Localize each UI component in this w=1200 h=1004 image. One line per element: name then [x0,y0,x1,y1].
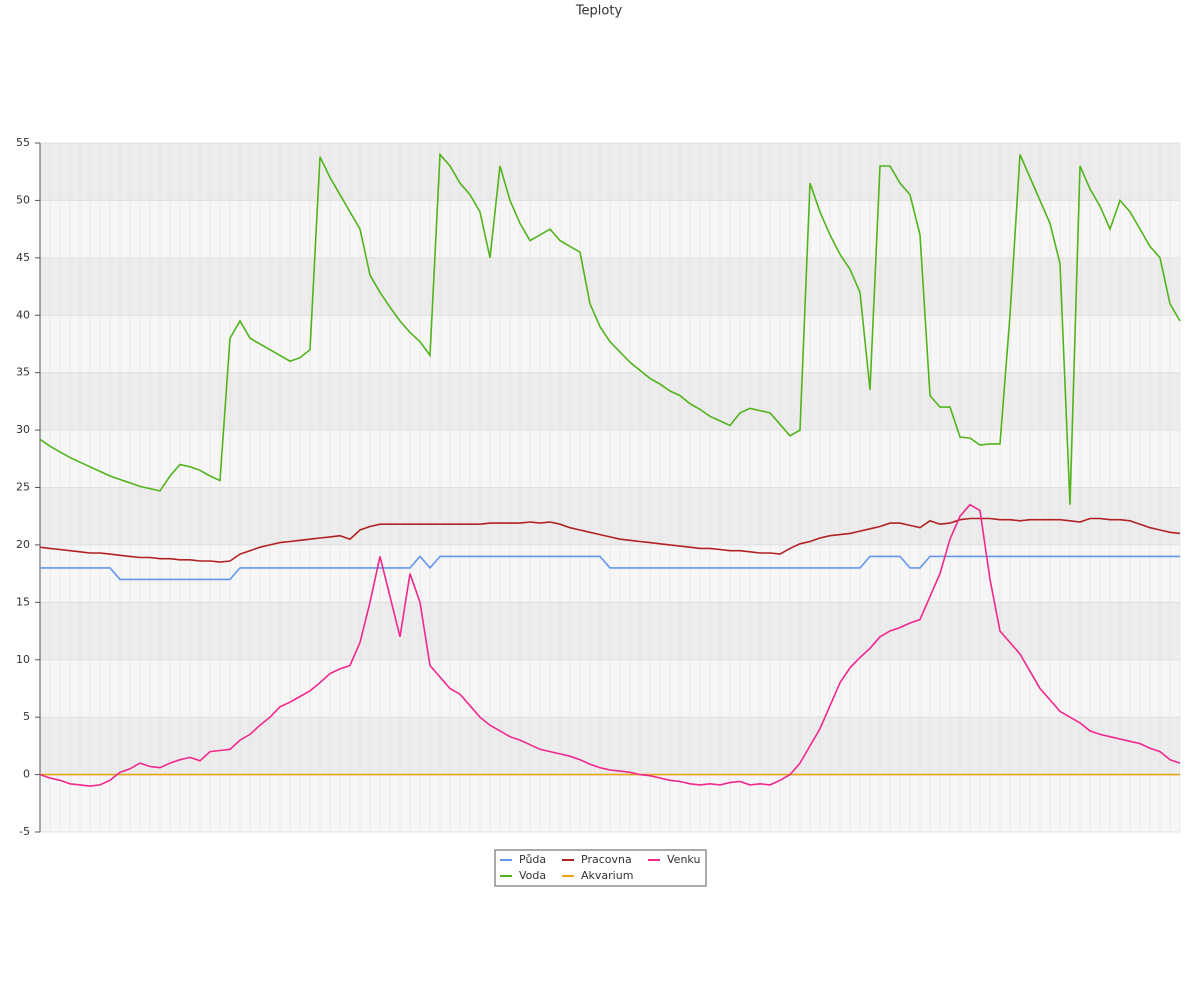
legend-label: Akvarium [581,869,633,882]
y-tick-label: -5 [19,825,30,838]
legend-label: Venku [667,853,700,866]
y-tick-label: 20 [16,538,30,551]
y-tick-label: 25 [16,481,30,494]
legend-label: Pracovna [581,853,632,866]
series-line [39,503,1181,787]
y-tick-label: 50 [16,193,30,206]
series-line [40,555,1180,581]
y-tick-label: 0 [23,768,30,781]
y-tick-label: 30 [16,423,30,436]
y-tick-label: 40 [16,308,30,321]
y-tick-label: 5 [23,710,30,723]
legend-label: Půda [519,853,546,866]
y-tick-label: 45 [16,251,30,264]
series-line [39,517,1181,563]
legend-label: Voda [519,869,546,882]
y-tick-label: 55 [16,136,30,149]
y-tick-label: 10 [16,653,30,666]
y-tick-label: 35 [16,366,30,379]
chart-title: Teploty [575,4,623,19]
legend [494,849,707,887]
series-line [39,152,1181,505]
y-tick-label: 15 [16,595,30,608]
